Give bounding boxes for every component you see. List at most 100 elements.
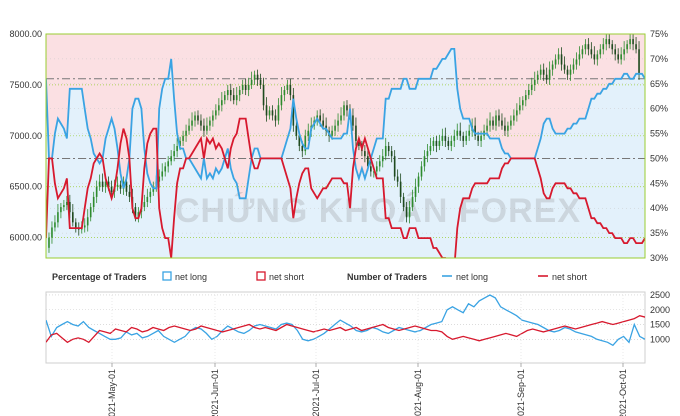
date-tick-label: 2021-Sep-01	[516, 369, 526, 416]
legend-percentage-short-swatch[interactable]	[256, 271, 266, 281]
candle-body	[587, 44, 590, 50]
candle-body	[519, 105, 521, 111]
candle-body	[522, 100, 524, 106]
candle-body	[277, 105, 280, 121]
candle-body	[232, 95, 235, 101]
percent-tick-label: 65%	[650, 79, 668, 89]
percent-tick-label: 30%	[650, 253, 668, 263]
candle-body	[402, 196, 405, 208]
percent-tick-label: 45%	[650, 178, 668, 188]
candle-body	[617, 54, 619, 60]
price-panel: CHỨNG KHOÁN FOREX 6000.00 6500.00 7000.00 7…	[9, 29, 668, 263]
candle-body	[602, 44, 605, 50]
candle-body	[378, 161, 381, 167]
candle-body	[223, 95, 226, 101]
candle-body	[626, 44, 628, 50]
candle-body	[197, 115, 199, 121]
candle-body	[57, 212, 59, 223]
candle-body	[346, 105, 348, 111]
candle-body	[489, 120, 491, 126]
candle-body	[432, 140, 435, 146]
legend-percentage-short-label[interactable]: net short	[269, 272, 305, 282]
candle-body	[593, 54, 596, 60]
candle-body	[283, 90, 286, 96]
traders-tick-label: 1000	[650, 334, 670, 344]
traders-panel-border	[45, 291, 646, 364]
legend-number-title: Number of Traders	[347, 272, 427, 282]
candle-body	[331, 130, 333, 136]
candle-body	[343, 105, 345, 116]
candle-body	[367, 156, 369, 167]
candle-body	[101, 181, 104, 187]
candle-body	[566, 69, 569, 75]
traders-lines	[46, 294, 645, 347]
candle-body	[146, 196, 149, 202]
legend-number-long-label[interactable]: net long	[456, 272, 488, 282]
candle-body	[66, 202, 68, 206]
candle-body	[215, 110, 217, 116]
candle-body	[244, 84, 247, 90]
candle-body	[384, 146, 387, 157]
candle-body	[280, 95, 283, 106]
candle-body	[536, 74, 539, 80]
net-short-area	[46, 34, 645, 199]
percent-tick-label: 35%	[650, 228, 668, 238]
candle-body	[307, 130, 310, 136]
candle-body	[545, 74, 548, 80]
candle-body	[453, 135, 456, 141]
candle-body	[334, 125, 336, 131]
legend: Percentage of Traders net long net short…	[52, 271, 588, 282]
legend-number-short-label[interactable]: net short	[552, 272, 588, 282]
legend-percentage-long-label[interactable]: net long	[175, 272, 207, 282]
candle-body	[542, 69, 545, 75]
candle-body	[194, 115, 196, 121]
candle-body	[504, 125, 506, 131]
candle-body	[584, 44, 587, 50]
candle-body	[513, 115, 515, 121]
candle-body	[51, 227, 53, 238]
candle-body	[477, 135, 479, 141]
candle-body	[417, 176, 420, 187]
percent-tick-label: 70%	[650, 54, 668, 64]
candle-body	[182, 135, 184, 141]
candle-body	[498, 115, 500, 121]
candle-body	[274, 115, 277, 121]
candle-body	[203, 125, 205, 131]
candle-body	[191, 120, 193, 126]
candle-body	[533, 79, 536, 85]
candle-body	[295, 125, 298, 136]
candle-body	[158, 176, 161, 182]
candle-body	[337, 120, 339, 126]
candle-body	[575, 59, 578, 65]
candle-body	[259, 79, 262, 85]
candle-body	[611, 44, 614, 50]
candle-body	[596, 54, 599, 60]
date-tick-label: 2021-Oct-01	[618, 369, 628, 416]
candle-body	[54, 222, 56, 228]
candle-body	[218, 105, 220, 111]
candle-body	[179, 140, 181, 146]
candle-body	[143, 202, 146, 208]
candle-body	[185, 130, 187, 136]
candle-body	[98, 181, 101, 187]
candle-body	[229, 90, 232, 96]
candle-body	[69, 202, 71, 213]
candle-body	[635, 44, 637, 50]
candle-body	[83, 225, 86, 228]
candle-body	[569, 69, 572, 75]
candle-body	[590, 49, 593, 55]
candle-body	[48, 237, 50, 248]
candle-body	[468, 130, 470, 136]
candle-body	[599, 49, 602, 55]
candle-body	[548, 69, 551, 80]
candle-body	[492, 120, 494, 126]
candle-body	[164, 166, 167, 172]
legend-percentage-long-swatch[interactable]	[162, 271, 172, 281]
candle-body	[125, 181, 128, 192]
date-tick-label: 2021-Jul-01	[311, 369, 321, 416]
candle-body	[435, 140, 438, 146]
candle-body	[444, 135, 447, 141]
percent-tick-label: 75%	[650, 29, 668, 39]
